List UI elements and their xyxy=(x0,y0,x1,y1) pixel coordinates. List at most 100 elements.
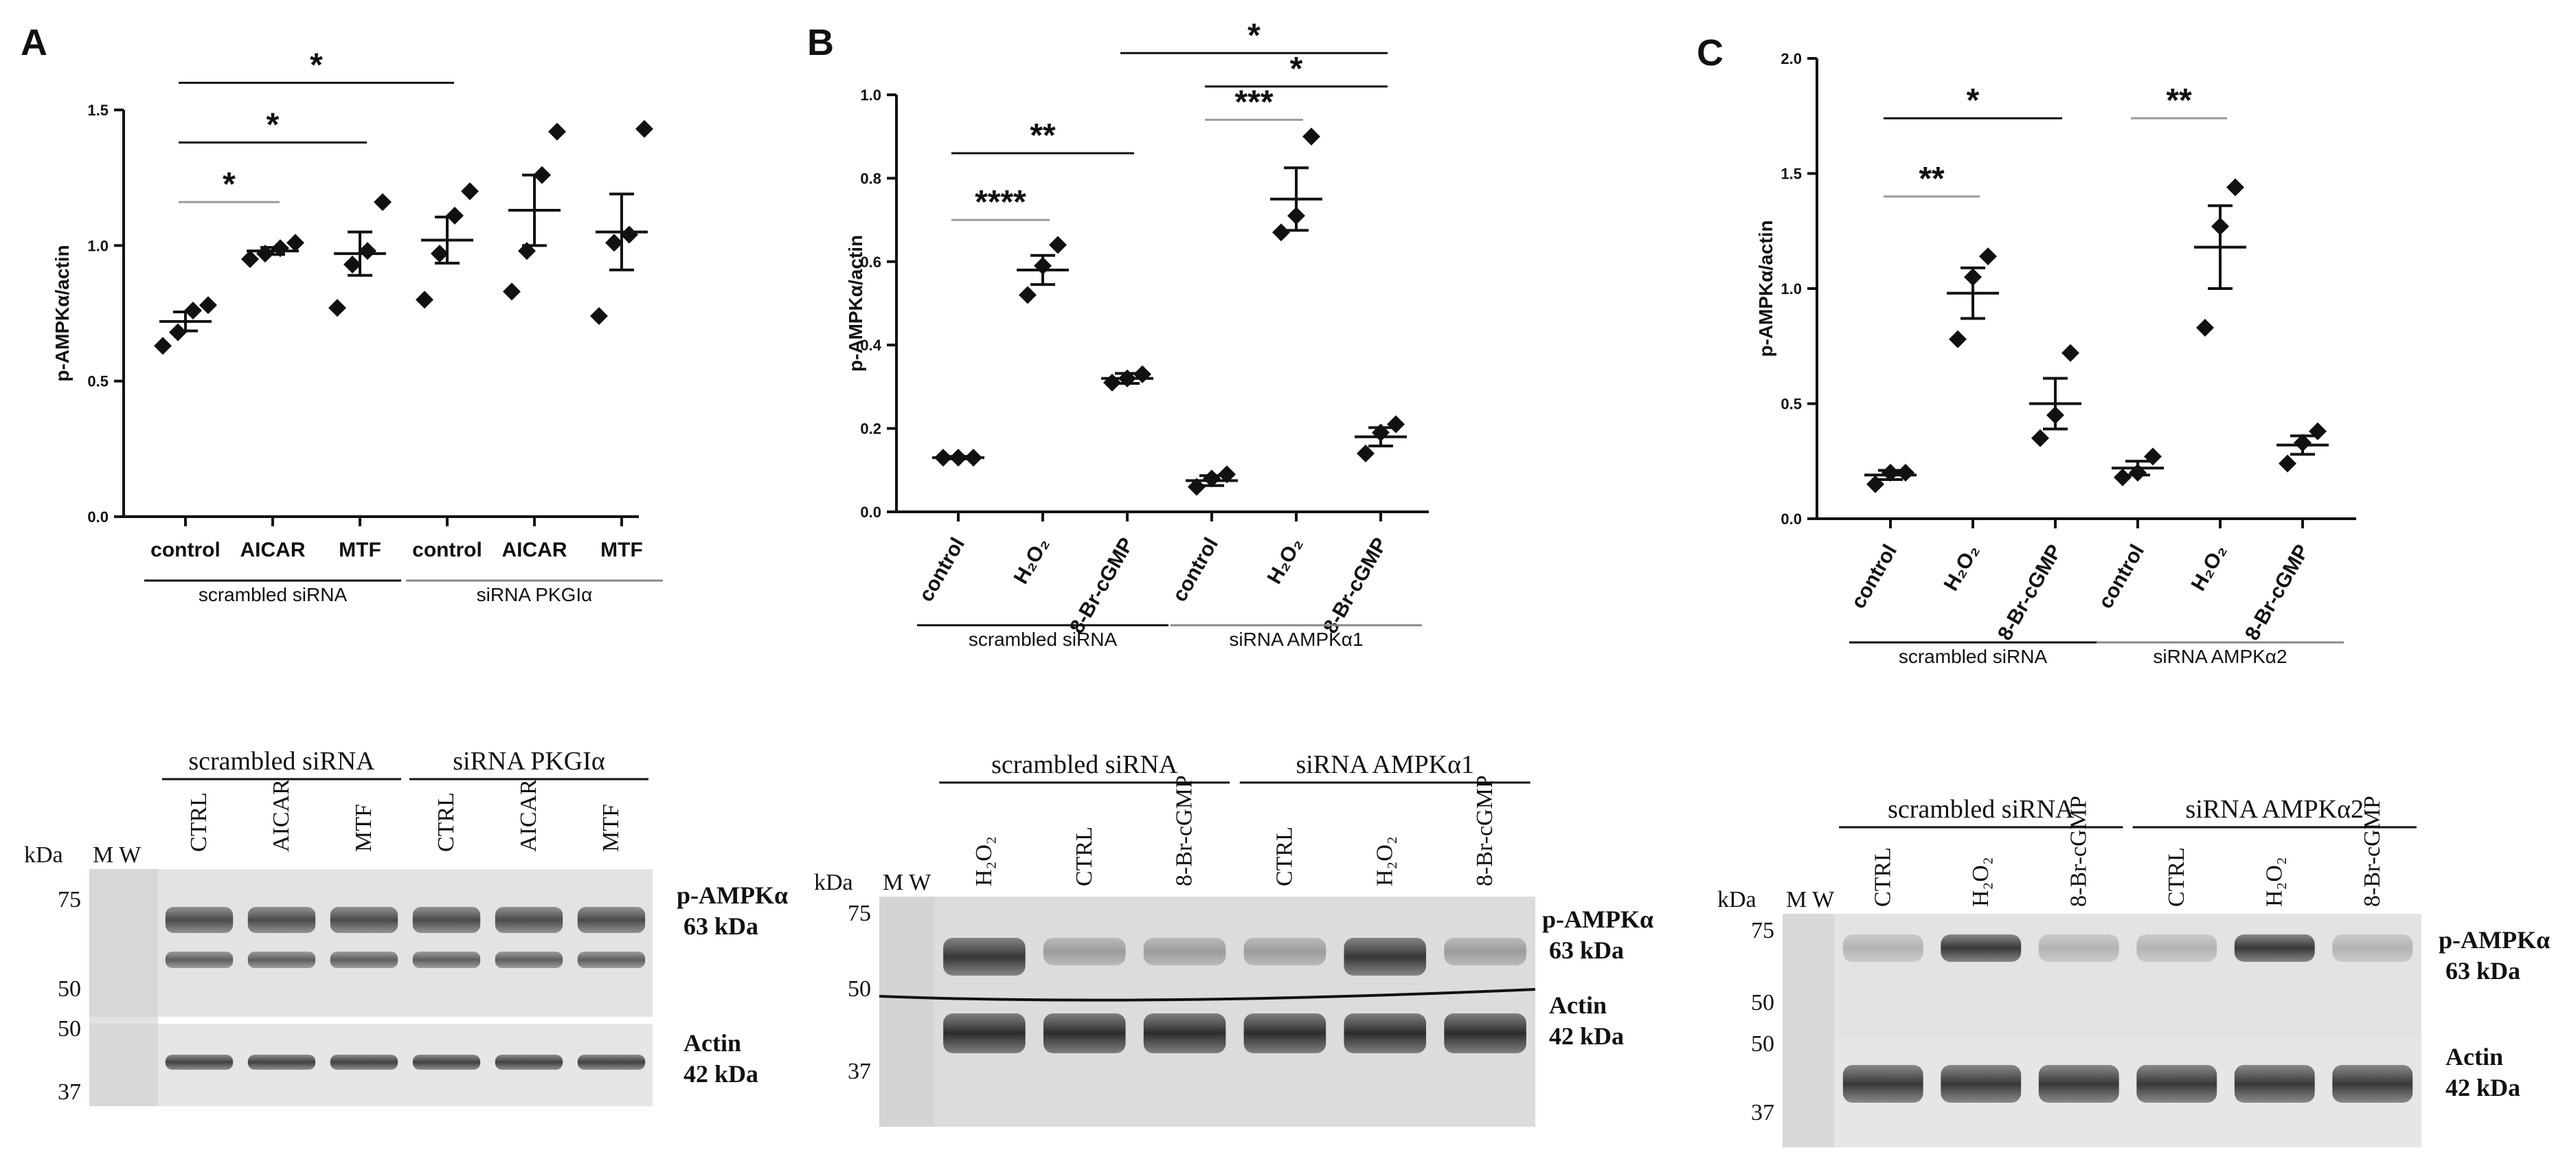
x-tick-label: AICAR xyxy=(502,539,567,561)
x-tick-label: control xyxy=(150,539,221,561)
data-point xyxy=(503,282,521,301)
x-tick-label: 8-Br-cGMP xyxy=(2241,541,2314,644)
lane-label: MTF xyxy=(351,804,376,852)
blot-membrane xyxy=(879,897,1535,1127)
band-actin xyxy=(1344,1013,1427,1053)
data-point xyxy=(1188,478,1206,496)
band-actin xyxy=(2332,1065,2413,1103)
kda-label: kDa xyxy=(814,870,853,895)
band-actin xyxy=(165,1055,234,1070)
x-tick-label: 8-Br-cGMP xyxy=(1319,534,1392,638)
blot-group-label: scrambled siRNA xyxy=(1888,795,2075,824)
y-tick-label: 0.4 xyxy=(860,337,881,354)
data-point xyxy=(1302,127,1320,146)
blot-group-label: siRNA PKGIα xyxy=(453,747,605,776)
lane-label: MTF xyxy=(598,804,624,852)
y-tick-label: 0.2 xyxy=(860,420,881,438)
mw-ladder xyxy=(1783,914,1834,1147)
band-label-pampk: p-AMPKα xyxy=(1542,906,1653,933)
data-point xyxy=(2031,429,2049,447)
band-actin xyxy=(1143,1013,1226,1053)
mw-ladder xyxy=(879,897,934,1127)
y-axis-label: p-AMPKα/actin xyxy=(845,235,866,372)
data-point xyxy=(343,255,361,273)
band-actin xyxy=(1243,1013,1326,1053)
kda-label: kDa xyxy=(1717,887,1756,912)
data-point xyxy=(590,306,608,325)
y-tick-label: 0.5 xyxy=(87,373,109,390)
x-tick-label: control xyxy=(1847,541,1901,613)
band-pampk xyxy=(943,938,1026,976)
y-axis-label: p-AMPKα/actin xyxy=(52,245,73,381)
band-pampk-lower xyxy=(330,952,398,968)
membrane-cut-line xyxy=(879,988,1536,1002)
y-tick-label: 0.0 xyxy=(87,508,109,526)
lane-label: 8-Br-cGMP xyxy=(2360,796,2385,907)
band-pampk xyxy=(1444,938,1526,965)
marker-label: 37 xyxy=(58,1079,81,1105)
blot-group-label: siRNA AMPKα2 xyxy=(2185,795,2364,824)
group-label: scrambled siRNA xyxy=(199,584,348,605)
significance-label: ** xyxy=(1030,117,1056,154)
band-pampk-upper xyxy=(412,907,481,933)
band-actin xyxy=(2136,1065,2217,1103)
lane-label: CTRL xyxy=(1072,827,1097,886)
panel-label-c: C xyxy=(1697,32,1724,74)
band-pampk-upper xyxy=(495,907,563,933)
data-point xyxy=(1357,445,1375,463)
panel-label-b: B xyxy=(807,22,834,63)
band-pampk-upper xyxy=(165,907,234,933)
x-tick-label: control xyxy=(1168,534,1223,606)
band-size-actin: 42 kDa xyxy=(683,1060,758,1088)
blot-membrane-top xyxy=(1783,914,2421,1037)
lane-label: 8-Br-cGMP xyxy=(1472,775,1498,886)
blot-panel-b: scrambled siRNA siRNA AMPKα1 H₂O₂ CTRL 8-Br-… xyxy=(814,750,1653,1127)
band-pampk-upper xyxy=(247,907,316,933)
band-actin xyxy=(1043,1013,1126,1053)
x-tick-label: H₂O₂ xyxy=(1010,534,1054,588)
band-pampk xyxy=(1243,938,1326,965)
significance-label: * xyxy=(223,166,236,203)
panel-label-a: A xyxy=(21,22,47,63)
lane-label: H₂O₂ xyxy=(1968,857,1993,907)
lane-label: H₂O₂ xyxy=(1372,836,1397,886)
x-tick-label: MTF xyxy=(339,539,381,561)
data-point xyxy=(241,250,259,269)
band-pampk-lower xyxy=(247,952,316,968)
group-label: scrambled siRNA xyxy=(969,629,1118,650)
blot-panel-a: scrambled siRNA siRNA PKGIα CTRL AICAR MTF CT… xyxy=(24,747,788,1106)
y-tick-label: 0.8 xyxy=(860,170,881,187)
band-size-pampk: 63 kDa xyxy=(1549,936,1624,964)
band-pampk-lower xyxy=(495,952,563,968)
group-label: scrambled siRNA xyxy=(1899,646,2048,667)
x-tick-label: control xyxy=(915,534,969,606)
band-pampk-lower xyxy=(165,952,234,968)
x-tick-label: AICAR xyxy=(240,539,306,561)
x-tick-label: 8-Br-cGMP xyxy=(1065,534,1138,638)
data-point xyxy=(1049,236,1067,254)
band-actin xyxy=(577,1055,646,1070)
significance-label: * xyxy=(310,47,323,84)
data-point xyxy=(605,234,623,252)
marker-label: 50 xyxy=(1751,1031,1774,1057)
marker-label: 75 xyxy=(848,901,871,926)
band-actin xyxy=(1941,1065,2022,1103)
x-tick-label: MTF xyxy=(600,539,643,561)
data-point xyxy=(1387,415,1405,434)
band-label-actin: Actin xyxy=(683,1029,741,1057)
x-tick-label: 8-Br-cGMP xyxy=(1993,541,2066,644)
blot-group-label: siRNA AMPKα1 xyxy=(1296,750,1474,779)
y-tick-label: 1.0 xyxy=(1781,280,1802,297)
lane-label: CTRL xyxy=(1272,827,1297,886)
lane-label: CTRL xyxy=(433,792,459,852)
marker-label: 50 xyxy=(1751,990,1774,1015)
data-point xyxy=(620,225,638,244)
lane-label: CTRL xyxy=(2164,847,2189,907)
lane-label: AICAR xyxy=(516,779,541,852)
chart-panel-b: 0.0 0.2 0.4 0.6 0.8 1.0 p-AMPKα/actin control H₂… xyxy=(845,17,1429,650)
significance-label: * xyxy=(267,106,280,143)
marker-label: 37 xyxy=(848,1059,871,1084)
band-actin xyxy=(330,1055,398,1070)
band-label-pampk: p-AMPKα xyxy=(677,881,788,909)
data-point xyxy=(2061,344,2079,362)
